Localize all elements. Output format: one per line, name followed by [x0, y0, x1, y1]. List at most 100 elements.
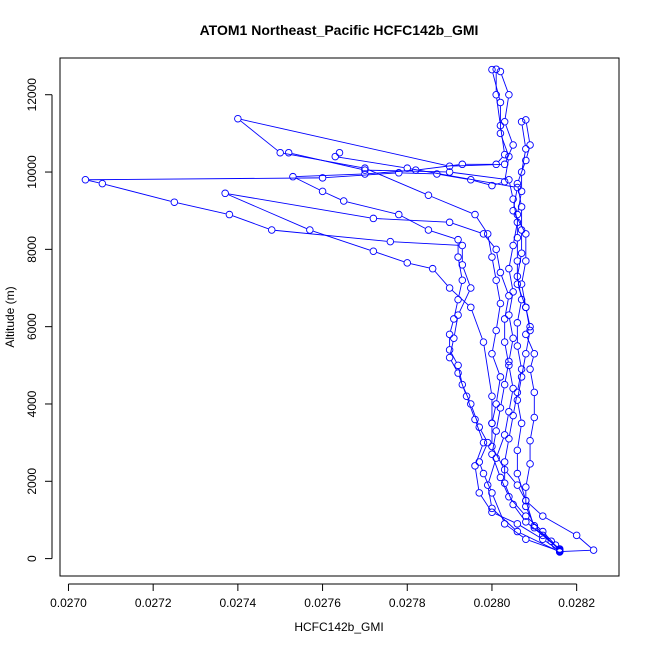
data-point [445, 346, 454, 354]
data-point [479, 338, 488, 346]
data-point [488, 392, 496, 400]
data-point [475, 458, 484, 466]
profile-segment [518, 287, 526, 305]
x-tick-label: 0.0278 [389, 596, 426, 610]
data-point [513, 446, 522, 455]
data-point [513, 210, 522, 219]
profile-segment [513, 190, 518, 208]
data-point [505, 90, 513, 99]
profile-segment [563, 549, 591, 552]
profile-segment [228, 193, 370, 219]
profile-segment [509, 272, 513, 289]
data-point [479, 469, 488, 478]
profile-segment [326, 172, 396, 179]
profile-segment [504, 345, 509, 362]
data-point [454, 311, 462, 319]
profile-segment [505, 486, 513, 502]
y-axis-label: Altitude (m) [3, 286, 17, 347]
profile-segment [410, 263, 430, 269]
data-point [458, 276, 467, 285]
profile-segment [545, 517, 574, 535]
profile-segment [517, 349, 522, 366]
profile-segment [504, 364, 509, 382]
data-point [483, 230, 492, 238]
profile-segment [501, 480, 508, 494]
profile-segment [283, 152, 362, 168]
profile-segment [497, 438, 504, 455]
data-point [517, 249, 526, 257]
data-point [475, 423, 484, 431]
profile-segment [475, 469, 480, 490]
profile-segment [88, 180, 99, 184]
profile-segment [492, 260, 496, 277]
profile-segment [509, 248, 513, 266]
profile-segment [498, 157, 503, 162]
profile-segment [526, 310, 530, 324]
data-point [496, 98, 505, 107]
profile-segment [347, 201, 396, 215]
data-point [225, 210, 234, 219]
data-point [513, 396, 522, 404]
profile-segment [504, 415, 509, 432]
y-tick-label: 8000 [25, 236, 39, 263]
data-point [522, 330, 530, 339]
profile-segment [517, 194, 522, 212]
profile-segment [484, 476, 491, 490]
data-point [513, 469, 522, 478]
data-point [526, 436, 534, 445]
data-point [454, 369, 462, 377]
data-point [170, 198, 179, 206]
data-point [539, 535, 547, 544]
data-point [98, 179, 107, 188]
profile-segment [471, 407, 479, 424]
data-point [361, 164, 369, 172]
profile-segment [492, 356, 500, 374]
data-point [331, 152, 340, 161]
profile-segment [458, 260, 463, 277]
profile-segment [530, 420, 535, 438]
profile-segment [530, 372, 535, 389]
profile-segment [338, 156, 404, 169]
data-point [500, 118, 509, 126]
profile-segment [471, 310, 483, 339]
y-tick-label: 10000 [25, 155, 39, 189]
profile-segment [527, 329, 529, 332]
data-point [488, 504, 496, 513]
data-point [496, 373, 505, 381]
data-point [513, 388, 522, 397]
y-tick-label: 12000 [25, 78, 39, 112]
data-point [530, 388, 539, 397]
data-point [483, 438, 492, 447]
data-point [505, 435, 513, 443]
profile-segment [241, 119, 447, 166]
profile-segment [526, 467, 530, 484]
data-point [555, 547, 564, 556]
profile-segment [517, 380, 522, 397]
profile-segment [228, 194, 307, 230]
data-point [492, 245, 500, 254]
data-point [526, 141, 534, 149]
profile-segment [376, 252, 404, 263]
profile-segment [393, 241, 459, 246]
profile-segment [295, 177, 320, 191]
profile-segment [275, 229, 387, 242]
data-point [530, 521, 539, 530]
profile-segment [496, 380, 501, 401]
profile-segment [501, 74, 509, 92]
profile-segment [232, 215, 269, 230]
data-point [509, 384, 517, 393]
data-point [505, 152, 513, 161]
profile-segment [452, 223, 481, 234]
data-point [517, 187, 526, 196]
data-point [467, 400, 475, 408]
profile-segment [480, 445, 487, 459]
data-point [539, 531, 547, 540]
profile-segment [494, 510, 516, 530]
profile-segment [402, 172, 434, 175]
data-point [522, 535, 530, 544]
profile-segment [488, 461, 496, 482]
y-axis: 0 2000 4000 6000 8000 10000 12000 [25, 78, 53, 562]
profile-segment [526, 337, 534, 351]
data-point [526, 326, 534, 335]
